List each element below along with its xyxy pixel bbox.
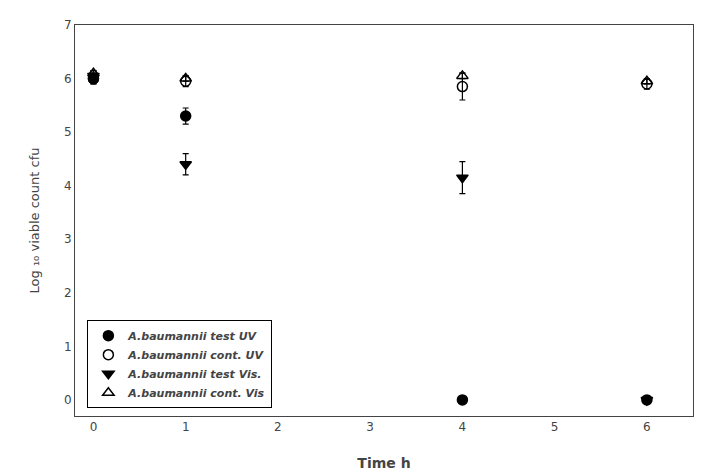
svg-text:4: 4: [459, 420, 467, 434]
svg-text:4: 4: [64, 179, 72, 193]
svg-text:0: 0: [64, 393, 72, 407]
svg-text:Log ₁₀ viable count cfu: Log ₁₀ viable count cfu: [27, 148, 42, 294]
svg-text:0: 0: [90, 420, 98, 434]
svg-text:5: 5: [551, 420, 559, 434]
svg-text:A.baumannii test UV: A.baumannii test UV: [127, 330, 257, 343]
svg-text:6: 6: [643, 420, 651, 434]
svg-text:3: 3: [366, 420, 374, 434]
svg-text:1: 1: [64, 340, 72, 354]
svg-text:A.baumannii cont. UV: A.baumannii cont. UV: [127, 349, 264, 362]
svg-text:A.baumannii test Vis.: A.baumannii test Vis.: [127, 368, 261, 381]
svg-text:Time h: Time h: [357, 455, 410, 471]
svg-text:5: 5: [64, 125, 72, 139]
svg-text:7: 7: [64, 18, 72, 32]
svg-text:2: 2: [64, 286, 72, 300]
svg-text:3: 3: [64, 232, 72, 246]
svg-text:6: 6: [64, 72, 72, 86]
svg-text:2: 2: [274, 420, 282, 434]
svg-text:A.baumannii cont. Vis: A.baumannii cont. Vis: [127, 387, 264, 400]
svg-text:1: 1: [182, 420, 190, 434]
